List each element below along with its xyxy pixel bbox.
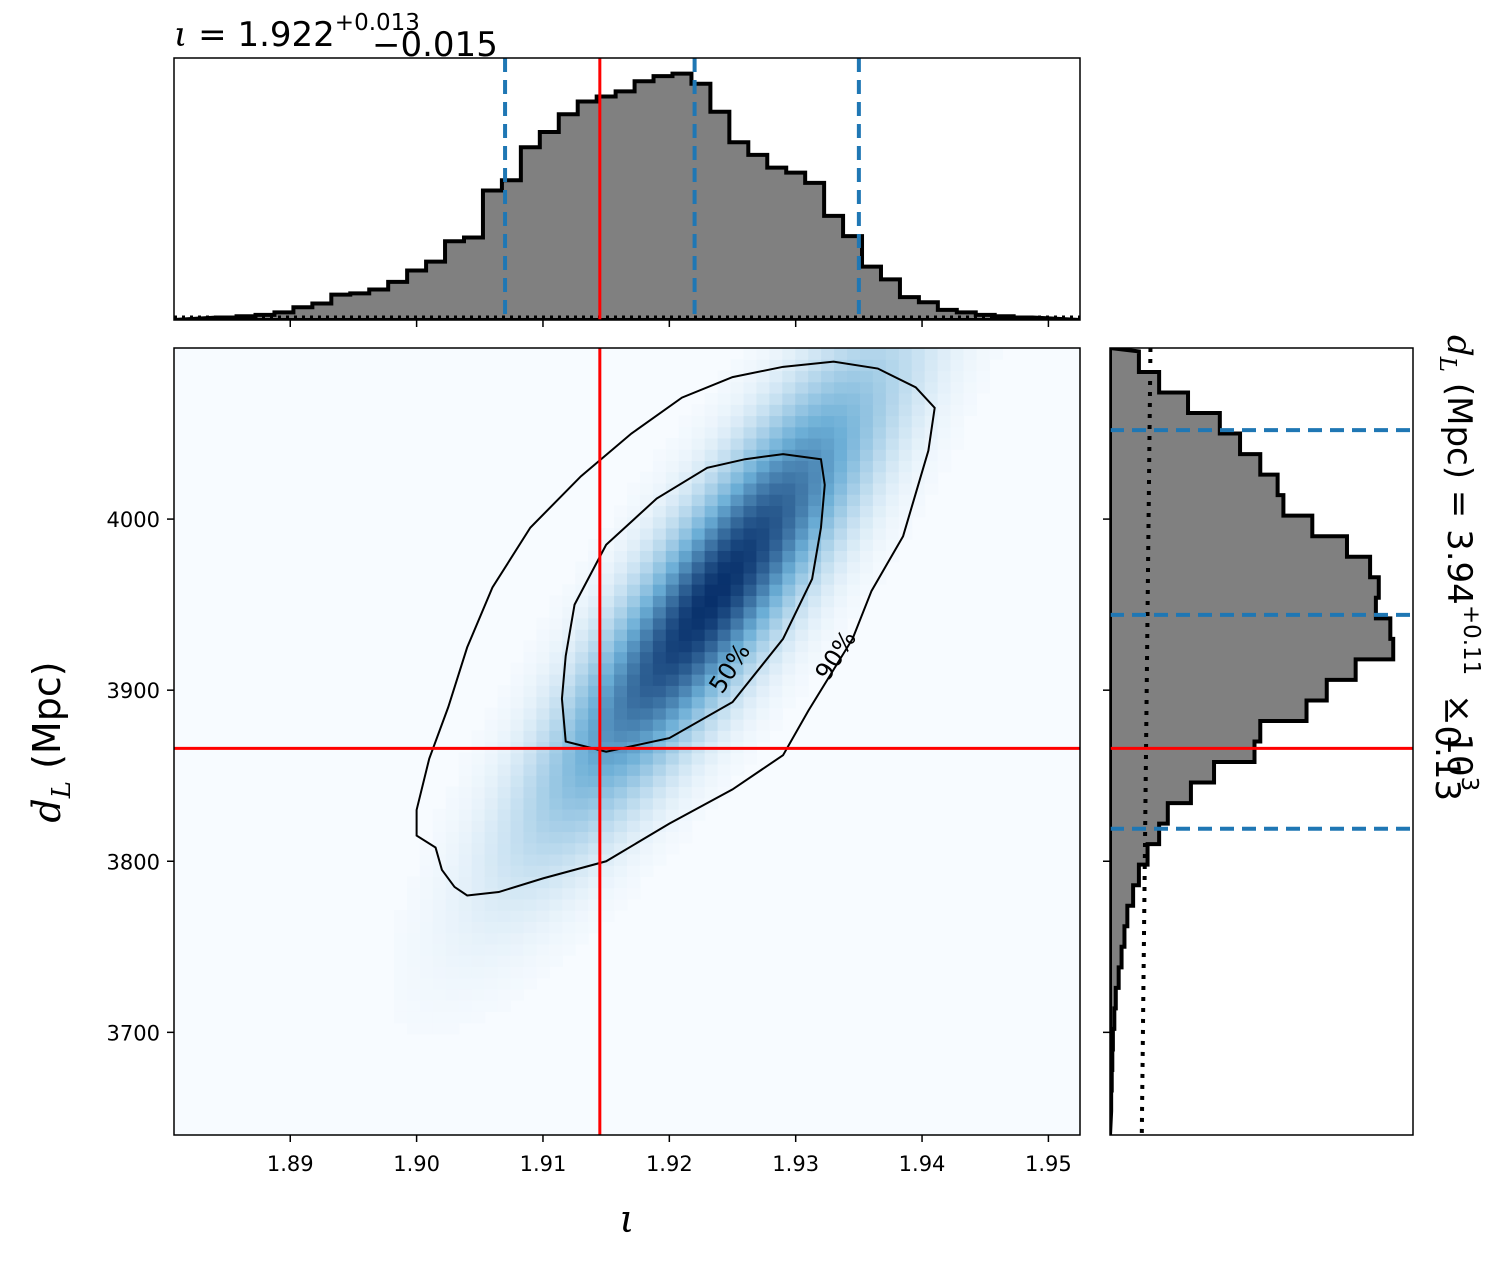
right-panel-frame — [1109, 347, 1414, 1136]
x-axis-label: ι — [620, 1197, 635, 1241]
joint-panel-frame — [173, 347, 1081, 1136]
top-panel-title: ι = 1.922+0.013 — [174, 10, 420, 55]
right-y-ticks — [1103, 518, 1110, 1034]
x-tick-label-4: 1.93 — [772, 1152, 819, 1176]
y-tick-label-0: 3700 — [107, 1021, 160, 1045]
contour-50-percent — [560, 453, 826, 753]
title-iota-symbol: ι — [174, 15, 187, 55]
title-iota-plus: +0.013 — [335, 10, 420, 36]
right-histogram — [1110, 348, 1396, 1135]
x-tick-label-2: 1.91 — [520, 1152, 567, 1176]
joint-panel: 50% 90% 1.89 1.90 1.91 1.92 1.93 1.94 1.95 370… — [25, 347, 1081, 1241]
joint-x-ticks: 1.89 1.90 1.91 1.92 1.93 1.94 1.95 — [267, 1135, 1072, 1176]
title-iota-value: 1.922 — [237, 15, 334, 55]
top-panel-frame — [173, 57, 1081, 321]
y-tick-label-1: 3800 — [107, 850, 160, 874]
x-tick-label-5: 1.94 — [899, 1152, 946, 1176]
joint-y-ticks: 3700 3800 3900 4000 — [107, 508, 174, 1045]
x-tick-label-0: 1.89 — [267, 1152, 314, 1176]
right-marginal-panel: dL (Mpc) = 3.94+0.11 × 103 −0.13 — [1103, 335, 1484, 1136]
title-iota-minus: −0.015 — [372, 25, 498, 65]
y-tick-label-2: 3900 — [107, 679, 160, 703]
x-tick-label-1: 1.90 — [393, 1152, 440, 1176]
y-tick-label-3: 4000 — [107, 508, 160, 532]
x-tick-label-6: 1.95 — [1025, 1152, 1072, 1176]
top-marginal-panel: ι = 1.922+0.013 −0.015 — [173, 10, 1081, 327]
top-x-ticks — [289, 320, 1050, 327]
y-axis-label: dL (Mpc) — [25, 661, 77, 822]
top-histogram — [174, 71, 1080, 320]
right-title-minus: −0.13 — [1427, 697, 1467, 801]
x-tick-label-3: 1.92 — [646, 1152, 693, 1176]
contour-90-percent — [415, 360, 936, 897]
right-quantile-lines — [1110, 428, 1413, 831]
right-panel-title: dL (Mpc) = 3.94+0.11 × 103 — [1434, 335, 1484, 791]
